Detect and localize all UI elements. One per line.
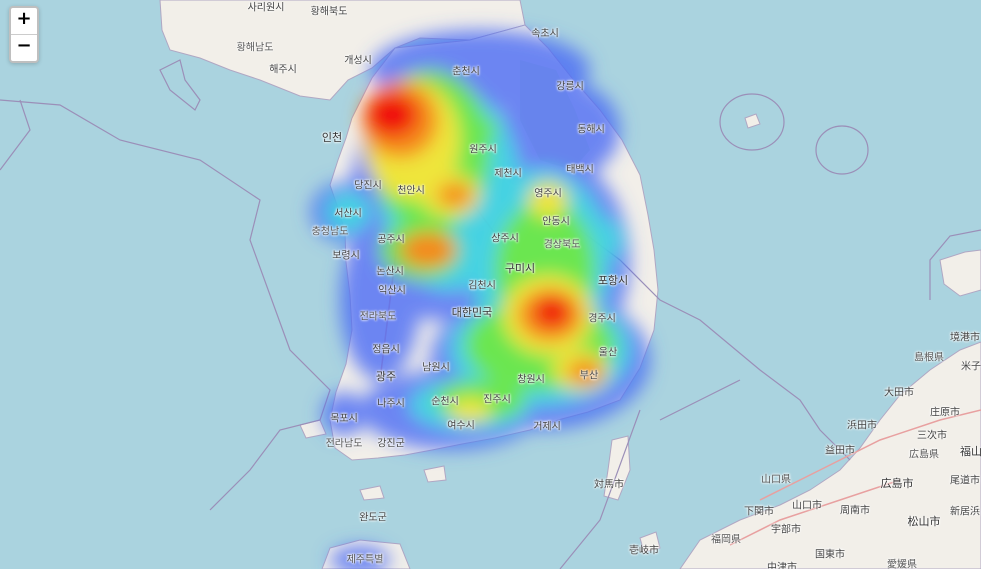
place-label: 壱岐市 bbox=[629, 545, 659, 557]
place-label: 보령시 bbox=[332, 250, 360, 262]
place-label: 対馬市 bbox=[594, 479, 624, 491]
land-tsushima bbox=[603, 435, 631, 501]
place-label: 거제시 bbox=[533, 421, 561, 433]
land-ulleung bbox=[744, 113, 761, 129]
place-label: 益田市 bbox=[825, 445, 855, 457]
place-label: 천안시 bbox=[397, 185, 425, 197]
place-label: 울산 bbox=[598, 347, 618, 359]
place-label: 사리원시 bbox=[247, 2, 285, 14]
place-label: 인천 bbox=[321, 131, 343, 144]
place-label: 境港市 bbox=[950, 332, 980, 344]
maritime-boundary bbox=[0, 99, 31, 171]
region-label: 경상북도 bbox=[543, 239, 581, 251]
place-label: 구미시 bbox=[504, 262, 536, 275]
place-label: 속초시 bbox=[531, 28, 559, 40]
place-label: 광주 bbox=[375, 370, 397, 383]
place-label: 부산 bbox=[579, 370, 599, 382]
place-label: 안동시 bbox=[542, 216, 570, 228]
place-label: 尾道市 bbox=[950, 475, 980, 487]
place-label: 国東市 bbox=[815, 549, 845, 561]
land-island bbox=[423, 465, 447, 483]
place-label: 강릉시 bbox=[556, 81, 584, 93]
maritime-boundary bbox=[929, 229, 981, 300]
place-label: 三次市 bbox=[917, 430, 947, 442]
place-label: 남원시 bbox=[422, 362, 450, 374]
place-label: 영주시 bbox=[534, 188, 562, 200]
place-label: 논산시 bbox=[376, 266, 404, 278]
land-island bbox=[359, 485, 385, 501]
place-label: 진주시 bbox=[483, 394, 511, 406]
place-label: 여수시 bbox=[447, 420, 475, 432]
place-label: 広島市 bbox=[880, 477, 914, 490]
region-label: 山口県 bbox=[761, 474, 791, 486]
place-label: 米子 bbox=[961, 361, 981, 373]
place-label: 김천시 bbox=[468, 280, 496, 292]
road bbox=[729, 479, 901, 546]
zoom-in-button[interactable]: + bbox=[16, 8, 32, 29]
country-label: 대한민국 bbox=[451, 306, 493, 319]
region-label: 島根県 bbox=[914, 352, 944, 364]
place-label: 中津市 bbox=[767, 562, 797, 569]
place-label: 원주시 bbox=[469, 144, 497, 156]
place-label: 목포시 bbox=[330, 413, 358, 425]
place-label: 제천시 bbox=[494, 168, 522, 180]
road bbox=[759, 409, 981, 501]
maritime-boundary bbox=[159, 59, 201, 111]
heat-red bbox=[366, 93, 570, 328]
place-label: 宇部市 bbox=[771, 524, 801, 536]
place-label: 정읍시 bbox=[372, 344, 400, 356]
place-label: 동해시 bbox=[577, 124, 605, 136]
place-label: 서산시 bbox=[334, 208, 362, 220]
heatmap-layer bbox=[311, 30, 650, 569]
place-label: 창원시 bbox=[517, 374, 545, 386]
region-label: 제주특별 bbox=[346, 554, 384, 566]
place-label: 순천시 bbox=[431, 396, 459, 408]
place-label: 福山 bbox=[960, 445, 981, 458]
place-label: 춘천시 bbox=[452, 66, 480, 78]
region-label: 전라남도 bbox=[325, 438, 363, 450]
maritime-boundary bbox=[719, 93, 785, 151]
maritime-boundary bbox=[0, 99, 331, 511]
place-label: 포항시 bbox=[597, 274, 629, 287]
place-label: 공주시 bbox=[377, 234, 405, 246]
place-label: 下関市 bbox=[744, 506, 774, 518]
place-label: 익산시 bbox=[378, 285, 406, 297]
region-label: 愛媛県 bbox=[887, 559, 917, 569]
place-label: 山口市 bbox=[792, 500, 822, 512]
place-label: 大田市 bbox=[884, 387, 914, 399]
maritime-boundary bbox=[559, 409, 641, 569]
place-label: 해주시 bbox=[269, 64, 297, 76]
place-label: 당진시 bbox=[354, 180, 382, 192]
place-label: 周南市 bbox=[840, 505, 870, 517]
place-label: 松山市 bbox=[907, 515, 941, 528]
zoom-control: + − bbox=[9, 6, 39, 63]
place-label: 완도군 bbox=[359, 512, 387, 524]
place-label: 상주시 bbox=[491, 233, 519, 245]
place-label: 庄原市 bbox=[930, 407, 960, 419]
region-label: 福岡県 bbox=[711, 534, 741, 546]
place-label: 浜田市 bbox=[847, 420, 877, 432]
region-label: 広島県 bbox=[909, 449, 939, 461]
maritime-boundary bbox=[815, 125, 869, 175]
region-label: 황해남도 bbox=[236, 42, 274, 54]
place-label: 新居浜 bbox=[950, 506, 980, 518]
place-label: 황해북도 bbox=[310, 6, 348, 18]
region-label: 충청남도 bbox=[311, 226, 349, 238]
place-label: 경주시 bbox=[588, 313, 616, 325]
place-label: 강진군 bbox=[377, 438, 405, 450]
maritime-boundary bbox=[659, 379, 741, 421]
zoom-out-button[interactable]: − bbox=[11, 34, 37, 61]
place-label: 태백시 bbox=[566, 164, 594, 176]
land-japan bbox=[679, 341, 981, 569]
place-label: 나주시 bbox=[377, 398, 405, 410]
region-label: 전라북도 bbox=[359, 311, 397, 323]
land-island bbox=[639, 531, 661, 553]
land-japan-north bbox=[939, 249, 981, 297]
land-island bbox=[299, 419, 327, 439]
place-label: 개성시 bbox=[344, 55, 372, 67]
